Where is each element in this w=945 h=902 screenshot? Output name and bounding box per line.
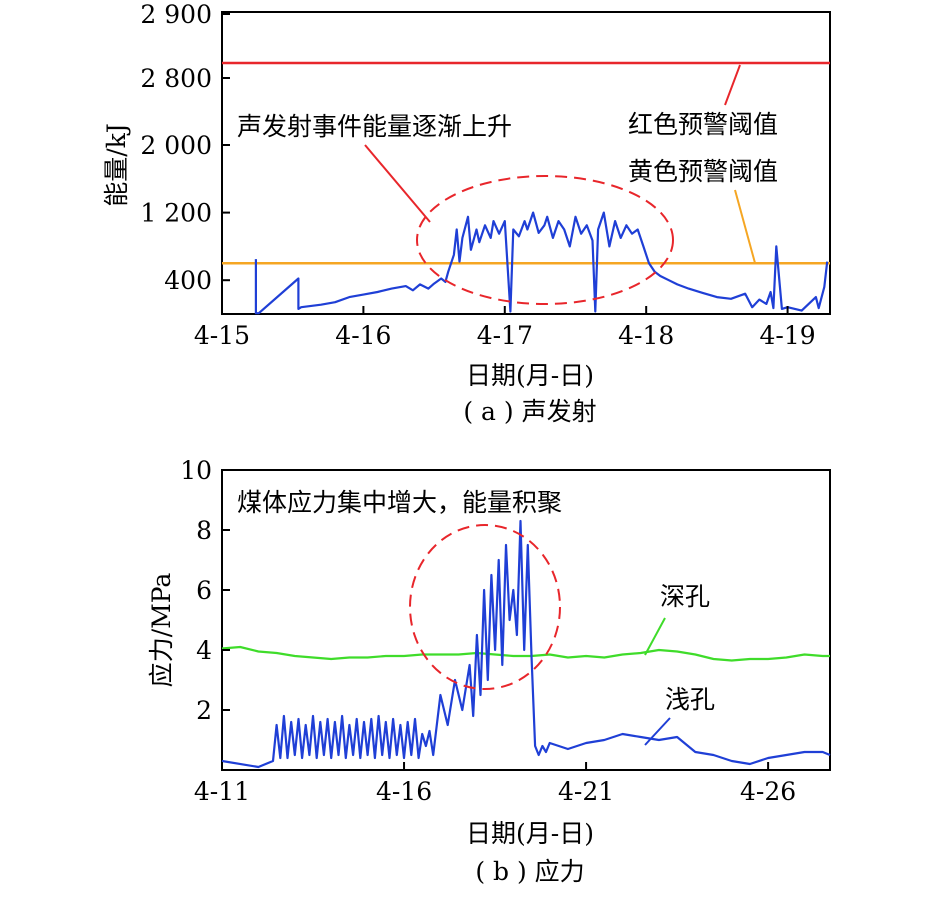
panel-b-frame [221,469,831,771]
panel-b-ytick-label: 2 [196,696,212,725]
panel-a-y-axis-label: 能量/kJ [102,123,131,207]
panel-a-xtick-label: 4-18 [618,321,674,350]
panel-b-shallow-label: 浅孔 [665,685,715,714]
panel-a-yellow-threshold-label: 黄色预警阈值 [628,157,778,186]
panel-a-red-threshold-label: 红色预警阈值 [628,110,778,139]
panel-a-threshold-lines [222,61,830,265]
panel-a-energy-line [254,211,829,315]
panel-b-xtick-label: 4-11 [194,777,250,806]
panel-a-ytick-label: 2 800 [140,64,212,93]
panel-b-deep-label: 深孔 [660,582,710,611]
panel-b-ticks: 2 4 6 8 10 4-11 4-16 4-21 4-26 [180,456,796,806]
panel-a-xtick-label: 4-19 [759,321,815,350]
panel-b-series [221,519,831,769]
panel-a-event-leader [364,144,431,223]
panel-a-ticks: 400 1 200 2 000 2 800 2 900 4-15 4-16 4-17 4-18 4… [140,0,815,350]
panel-b-ytick-label: 6 [196,576,212,605]
panel-a-highlight-ellipse [416,175,674,305]
panel-b-x-axis-label: 日期(月-日) [466,819,594,848]
panel-a-ytick-label: 1 200 [140,199,212,228]
panel-a-xtick-label: 4-16 [335,321,391,350]
panel-a-event-annotation: 声发射事件能量逐渐上升 [237,112,512,141]
panel-b-xtick-label: 4-21 [558,777,614,806]
panel-b-deep-leader [644,617,666,656]
panel-a-ytick-label: 2 900 [140,0,212,29]
panel-a-caption: ( a ) 声发射 [463,397,596,426]
deep-hole-line [221,645,830,662]
panel-a-xtick-label: 4-15 [194,321,250,350]
panel-b-ytick-label: 4 [196,636,212,665]
panel-b-xtick-label: 4-16 [376,777,432,806]
panel-a-acoustic-emission: 400 1 200 2 000 2 800 2 900 4-15 4-16 4-17 4-18 4… [102,0,831,426]
panel-a-xtick-label: 4-17 [477,321,533,350]
panel-b-highlight-ellipse [409,524,561,690]
panel-b-caption: ( b ) 应力 [475,857,584,886]
panel-a-red-leader [724,64,741,106]
panel-a-ytick-label: 400 [164,266,212,295]
panel-a-ytick-label: 2 000 [140,131,212,160]
panel-a-series [254,211,829,315]
panel-a-yellow-leader [734,189,756,264]
panel-b-ytick-label: 10 [180,456,212,485]
panel-a-frame [221,11,831,315]
panel-b-ytick-label: 8 [196,516,212,545]
panel-b-y-axis-label: 应力/MPa [147,573,176,688]
panel-a-x-axis-label: 日期(月-日) [466,361,594,390]
panel-b-xtick-label: 4-26 [740,777,796,806]
shallow-hole-line [221,519,831,769]
panel-b-shallow-leader [644,717,671,746]
panel-b-event-annotation: 煤体应力集中增大，能量积聚 [237,488,562,517]
